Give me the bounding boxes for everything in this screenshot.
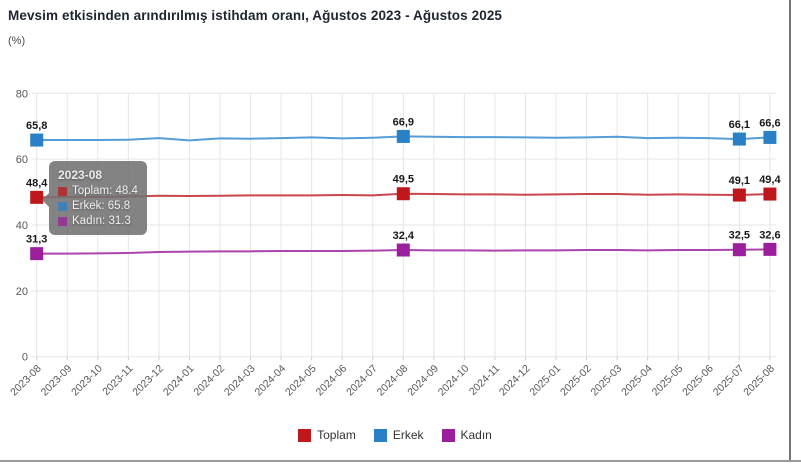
svg-text:2025-03: 2025-03 bbox=[589, 363, 625, 399]
data-point-marker[interactable] bbox=[396, 187, 410, 201]
svg-text:2024-04: 2024-04 bbox=[252, 363, 288, 399]
tooltip-arrow bbox=[42, 193, 49, 207]
svg-text:2023-12: 2023-12 bbox=[130, 363, 166, 399]
y-axis-unit-label: (%) bbox=[8, 35, 26, 47]
tooltip-row-label: Erkek: 65.8 bbox=[72, 200, 131, 212]
svg-text:66,1: 66,1 bbox=[729, 119, 750, 131]
chart-tooltip: 2023-08 Toplam: 48.4 Erkek: 65.8 Kadın: … bbox=[42, 161, 147, 235]
svg-text:2025-05: 2025-05 bbox=[650, 363, 686, 399]
tooltip-row-label: Kadın: 31.3 bbox=[72, 215, 131, 227]
legend-label: Toplam bbox=[317, 428, 356, 442]
svg-text:66,9: 66,9 bbox=[393, 116, 414, 128]
data-point-marker[interactable] bbox=[732, 243, 746, 257]
svg-text:49,1: 49,1 bbox=[729, 175, 750, 187]
legend-swatch-icon bbox=[298, 428, 312, 442]
data-point-marker[interactable] bbox=[30, 190, 44, 204]
svg-text:2024-05: 2024-05 bbox=[283, 363, 319, 399]
data-point-marker[interactable] bbox=[763, 187, 777, 201]
data-point-marker[interactable] bbox=[30, 133, 44, 147]
svg-text:2025-02: 2025-02 bbox=[558, 363, 594, 399]
svg-text:32,5: 32,5 bbox=[729, 230, 750, 242]
y-axis-labels: 0 20 40 60 80 bbox=[16, 88, 28, 363]
svg-text:2024-07: 2024-07 bbox=[344, 363, 380, 399]
svg-text:32,6: 32,6 bbox=[759, 229, 780, 241]
svg-text:2023-09: 2023-09 bbox=[39, 363, 75, 399]
svg-text:20: 20 bbox=[16, 286, 28, 298]
svg-text:2023-08: 2023-08 bbox=[8, 363, 44, 399]
svg-text:60: 60 bbox=[16, 154, 28, 166]
svg-text:2024-08: 2024-08 bbox=[375, 363, 411, 399]
series-color-swatch-icon bbox=[58, 201, 67, 211]
svg-text:2024-12: 2024-12 bbox=[497, 363, 533, 399]
svg-text:2024-09: 2024-09 bbox=[405, 363, 441, 399]
svg-text:40: 40 bbox=[16, 220, 28, 232]
legend-label: Erkek bbox=[392, 428, 424, 442]
legend-item-toplam[interactable]: Toplam bbox=[298, 428, 356, 442]
chart-legend: Toplam Erkek Kadın bbox=[0, 428, 790, 442]
svg-text:32,4: 32,4 bbox=[393, 230, 415, 242]
legend-item-kadin[interactable]: Kadın bbox=[441, 428, 492, 442]
frame-border-right bbox=[789, 0, 791, 462]
svg-text:2025-06: 2025-06 bbox=[680, 363, 716, 399]
svg-text:66,6: 66,6 bbox=[759, 117, 780, 129]
svg-text:48,4: 48,4 bbox=[26, 177, 48, 189]
x-axis-labels: 2023-082023-092023-102023-112023-122024-… bbox=[8, 363, 777, 399]
data-point-marker[interactable] bbox=[763, 130, 777, 144]
data-point-marker[interactable] bbox=[732, 188, 746, 202]
data-point-marker[interactable] bbox=[763, 242, 777, 256]
svg-text:2025-08: 2025-08 bbox=[741, 363, 777, 399]
legend-item-erkek[interactable]: Erkek bbox=[373, 428, 424, 442]
svg-text:2024-03: 2024-03 bbox=[222, 363, 258, 399]
data-point-marker[interactable] bbox=[30, 247, 44, 261]
series-points-erkek: 65,8 66,9 66,1 66,6 bbox=[26, 116, 781, 147]
data-point-marker[interactable] bbox=[396, 243, 410, 257]
svg-text:2023-10: 2023-10 bbox=[69, 363, 105, 399]
employment-chart[interactable]: 0204060802023-082023-092023-102023-11202… bbox=[0, 0, 801, 424]
svg-text:2023-11: 2023-11 bbox=[100, 363, 135, 398]
frame-border-bottom bbox=[0, 460, 801, 462]
svg-text:2024-11: 2024-11 bbox=[467, 363, 502, 398]
svg-text:49,5: 49,5 bbox=[393, 174, 414, 186]
series-points-toplam: 48,4 49,5 49,1 49,4 bbox=[26, 174, 781, 204]
svg-text:0: 0 bbox=[22, 352, 28, 364]
svg-text:65,8: 65,8 bbox=[26, 120, 47, 132]
chart-title: Mevsim etkisinden arındırılmış istihdam … bbox=[8, 8, 503, 23]
legend-swatch-icon bbox=[441, 428, 455, 442]
svg-text:2025-04: 2025-04 bbox=[619, 363, 655, 399]
tooltip-row: Erkek: 65.8 bbox=[58, 200, 138, 212]
svg-text:31,3: 31,3 bbox=[26, 234, 47, 246]
svg-text:80: 80 bbox=[16, 88, 28, 100]
series-color-swatch-icon bbox=[58, 216, 67, 226]
svg-text:2024-06: 2024-06 bbox=[314, 363, 350, 399]
tooltip-row: Kadın: 31.3 bbox=[58, 215, 138, 227]
data-point-marker[interactable] bbox=[396, 129, 410, 143]
series-color-swatch-icon bbox=[58, 186, 67, 196]
series-points-kadın: 31,3 32,4 32,5 32,6 bbox=[26, 229, 781, 261]
svg-text:2024-02: 2024-02 bbox=[191, 363, 227, 399]
tooltip-row-label: Toplam: 48.4 bbox=[72, 185, 138, 197]
svg-text:2025-01: 2025-01 bbox=[527, 363, 563, 399]
svg-text:49,4: 49,4 bbox=[759, 174, 781, 186]
tooltip-row: Toplam: 48.4 bbox=[58, 185, 138, 197]
legend-label: Kadın bbox=[460, 428, 492, 442]
data-point-marker[interactable] bbox=[732, 132, 746, 146]
svg-text:2024-10: 2024-10 bbox=[436, 363, 472, 399]
tooltip-header: 2023-08 bbox=[58, 168, 103, 182]
legend-swatch-icon bbox=[373, 428, 387, 442]
svg-text:2024-01: 2024-01 bbox=[161, 363, 197, 399]
svg-text:2025-07: 2025-07 bbox=[711, 363, 747, 399]
